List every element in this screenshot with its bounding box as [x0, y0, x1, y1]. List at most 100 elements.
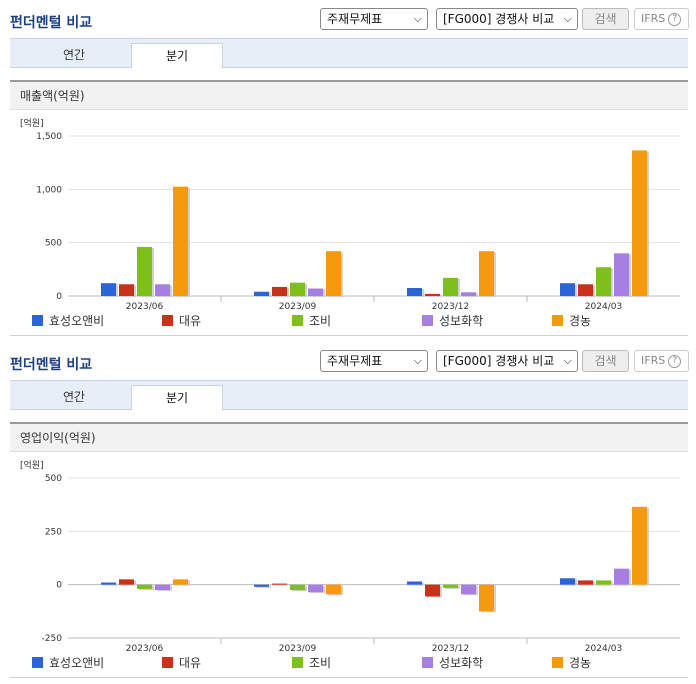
period-tabs: 연간 분기: [10, 38, 688, 69]
legend-item[interactable]: 대유: [162, 312, 201, 329]
legend-label: 성보화학: [439, 656, 484, 670]
bar: [632, 506, 647, 585]
bar: [119, 284, 134, 296]
legend-label: 대유: [179, 314, 202, 328]
y-tick-label: 0: [56, 292, 62, 302]
statement-select[interactable]: 주재무제표 ⌵: [320, 8, 428, 30]
chevron-down-icon: ⌵: [413, 12, 422, 25]
bar: [290, 584, 305, 590]
tab-annual[interactable]: 연간: [62, 48, 86, 62]
panel-title: 펀더멘털 비교: [10, 357, 93, 373]
bar: [101, 283, 116, 296]
bar: [479, 251, 494, 296]
legend-swatch: [162, 657, 173, 668]
bar: [137, 246, 152, 296]
bar: [560, 283, 575, 296]
x-tick-label: 2023/09: [279, 302, 317, 310]
statement-select[interactable]: 주재무제표 ⌵: [320, 350, 428, 372]
legend-swatch: [422, 315, 433, 326]
legend-swatch: [162, 315, 173, 326]
legend-item[interactable]: 경농: [552, 312, 591, 329]
bar: [596, 580, 611, 585]
bar: [425, 293, 440, 296]
legend-item[interactable]: 성보화학: [422, 654, 483, 671]
unit-label: [억원]: [20, 459, 44, 471]
legend-swatch: [422, 657, 433, 668]
legend-item[interactable]: 효성오앤비: [32, 654, 104, 671]
bar: [614, 568, 629, 585]
bar: [173, 186, 188, 296]
statement-select-value: 주재무제표: [327, 12, 383, 26]
bar: [578, 580, 593, 585]
search-button[interactable]: 검색: [582, 350, 629, 372]
legend-label: 경농: [569, 314, 592, 328]
tab-annual[interactable]: 연간: [62, 390, 86, 404]
bar: [326, 251, 341, 296]
tab-quarterly[interactable]: 분기: [131, 385, 223, 411]
bar: [119, 579, 134, 585]
search-button[interactable]: 검색: [582, 8, 629, 30]
chevron-down-icon: ⌵: [563, 12, 572, 25]
x-tick-label: 2023/09: [279, 644, 317, 652]
bar: [290, 282, 305, 296]
x-tick-label: 2023/06: [126, 644, 164, 652]
bar: [632, 150, 647, 296]
chevron-down-icon: ⌵: [413, 354, 422, 367]
compare-select[interactable]: [FG000] 경쟁사 비교 ⌵: [436, 8, 578, 30]
legend-item[interactable]: 경농: [552, 654, 591, 671]
legend-swatch: [32, 315, 43, 326]
bar: [479, 584, 494, 612]
ifrs-button[interactable]: IFRS?: [634, 8, 689, 30]
fundamental-panel-sales: 펀더멘털 비교 주재무제표 ⌵ [FG000] 경쟁사 비교 ⌵ 검색 IFRS…: [10, 8, 692, 336]
bar: [425, 584, 440, 597]
legend-label: 효성오앤비: [49, 656, 105, 670]
bar: [407, 581, 422, 585]
legend-label: 경농: [569, 656, 592, 670]
legend-item[interactable]: 효성오앤비: [32, 312, 104, 329]
legend-item[interactable]: 성보화학: [422, 312, 483, 329]
y-tick-label: 0: [56, 581, 62, 591]
fundamental-panel-operating-profit: 펀더멘털 비교 주재무제표 ⌵ [FG000] 경쟁사 비교 ⌵ 검색 IFRS…: [0, 342, 696, 684]
legend-item[interactable]: 대유: [162, 654, 201, 671]
unit-label: [억원]: [20, 117, 44, 129]
x-tick-label: 2023/12: [432, 302, 469, 310]
bar: [308, 584, 323, 593]
metric-header: 영업이익(억원): [10, 422, 688, 452]
ifrs-label: IFRS: [641, 12, 666, 25]
bar: [173, 579, 188, 585]
metric-header: 매출액(억원): [10, 80, 688, 110]
compare-select[interactable]: [FG000] 경쟁사 비교 ⌵: [436, 350, 578, 372]
compare-select-value: [FG000] 경쟁사 비교: [443, 354, 555, 368]
legend-item[interactable]: 조비: [292, 312, 331, 329]
y-tick-label: 1,500: [36, 132, 62, 142]
legend-item[interactable]: 조비: [292, 654, 331, 671]
bar: [578, 284, 593, 296]
bar: [272, 583, 287, 585]
help-icon[interactable]: ?: [668, 13, 682, 26]
help-icon[interactable]: ?: [668, 355, 682, 368]
ifrs-button[interactable]: IFRS?: [634, 350, 689, 372]
y-tick-label: 500: [45, 239, 62, 249]
bar: [461, 292, 476, 296]
bar: [443, 277, 458, 296]
operating-profit-bar-chart: [억원] -250 0 250 500 2023/06 2023/09 2023/12 2024…: [20, 459, 680, 652]
y-tick-label: -250: [42, 634, 63, 644]
divider: [10, 677, 688, 678]
bar: [326, 584, 341, 595]
compare-select-value: [FG000] 경쟁사 비교: [443, 12, 555, 26]
legend-label: 성보화학: [439, 314, 484, 328]
divider: [10, 335, 688, 336]
legend-label: 대유: [179, 656, 202, 670]
legend-swatch: [292, 315, 303, 326]
chart-legend: 효성오앤비 대유 조비 성보화학 경농: [32, 312, 692, 328]
y-tick-label: 500: [45, 474, 62, 484]
legend-label: 조비: [309, 314, 332, 328]
bar: [254, 584, 269, 587]
bar: [443, 584, 458, 588]
bar: [155, 284, 170, 296]
legend-swatch: [552, 315, 563, 326]
legend-swatch: [292, 657, 303, 668]
tab-quarterly[interactable]: 분기: [131, 43, 223, 69]
x-tick-label: 2024/03: [585, 644, 622, 652]
bar: [308, 288, 323, 296]
